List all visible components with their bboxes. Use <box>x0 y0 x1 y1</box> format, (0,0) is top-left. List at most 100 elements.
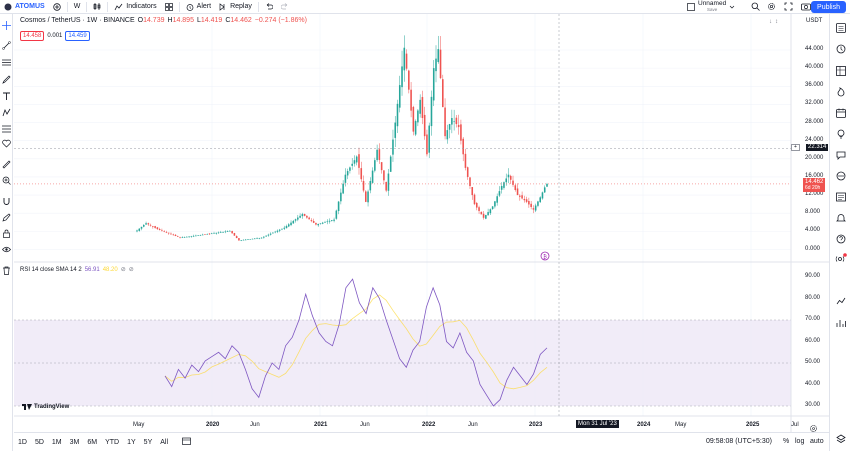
candle-body[interactable] <box>335 210 338 219</box>
strategy-tester-button[interactable] <box>834 316 847 329</box>
candle-body[interactable] <box>473 194 476 205</box>
candle-body[interactable] <box>385 182 387 191</box>
hotlists-button[interactable] <box>834 85 847 98</box>
candle-body[interactable] <box>428 125 431 153</box>
candle-body[interactable] <box>201 234 204 236</box>
candle-body[interactable] <box>405 53 408 69</box>
candle-body[interactable] <box>328 220 331 222</box>
candle-body[interactable] <box>197 235 199 236</box>
candle-body[interactable] <box>176 236 179 237</box>
candle-body[interactable] <box>532 208 535 210</box>
candle-body[interactable] <box>498 191 501 196</box>
candle-body[interactable] <box>489 209 492 214</box>
candle-body[interactable] <box>530 203 532 208</box>
candle-body[interactable] <box>371 170 374 183</box>
candle-body[interactable] <box>297 217 299 220</box>
layout-menu[interactable]: Unnamed Save <box>687 0 735 13</box>
rsi-settings-icon[interactable]: ⊘ <box>128 267 134 273</box>
candle-body[interactable] <box>156 227 159 230</box>
candle-body[interactable] <box>374 160 376 171</box>
layouts-button[interactable] <box>161 0 177 14</box>
candle-body[interactable] <box>358 154 360 168</box>
time-axis-settings[interactable] <box>809 420 818 438</box>
currency-label[interactable]: USDT <box>806 18 823 24</box>
candle-body[interactable] <box>333 219 335 221</box>
panels-button[interactable] <box>834 432 847 445</box>
candle-body[interactable] <box>235 236 238 239</box>
candle-body[interactable] <box>437 49 440 63</box>
candle-body[interactable] <box>525 199 528 202</box>
candle-body[interactable] <box>310 220 313 222</box>
candle-body[interactable] <box>319 223 322 224</box>
candle-body[interactable] <box>210 233 213 235</box>
candle-body[interactable] <box>208 233 211 235</box>
timeframe-button[interactable]: 1M <box>51 438 62 446</box>
candle-body[interactable] <box>539 197 541 203</box>
candle-body[interactable] <box>378 149 381 160</box>
candle-body[interactable] <box>165 232 168 233</box>
candle-body[interactable] <box>215 232 218 234</box>
candle-body[interactable] <box>426 134 428 155</box>
candle-body[interactable] <box>423 114 426 137</box>
candle-body[interactable] <box>265 235 267 237</box>
candle-body[interactable] <box>240 240 242 241</box>
candle-body[interactable] <box>355 156 358 163</box>
candle-body[interactable] <box>154 226 156 228</box>
chart-type-button[interactable] <box>89 0 105 14</box>
trend-line-tool[interactable] <box>1 40 12 51</box>
candle-body[interactable] <box>482 213 485 218</box>
candle-body[interactable] <box>260 237 263 239</box>
candle-body[interactable] <box>408 70 410 90</box>
forecast-tool[interactable] <box>1 123 12 134</box>
candle-body[interactable] <box>546 183 548 187</box>
candle-body[interactable] <box>394 122 397 138</box>
candle-body[interactable] <box>442 79 444 108</box>
candle-body[interactable] <box>487 212 489 216</box>
auto-toggle[interactable]: auto <box>810 438 824 445</box>
candle-body[interactable] <box>396 103 399 127</box>
candle-body[interactable] <box>521 195 523 199</box>
candle-body[interactable] <box>179 237 181 238</box>
candle-body[interactable] <box>217 232 220 234</box>
dividend-marker[interactable] <box>540 251 550 261</box>
candle-body[interactable] <box>401 66 403 88</box>
candle-body[interactable] <box>213 233 215 234</box>
ruler-tool[interactable] <box>1 159 12 170</box>
candle-body[interactable] <box>453 121 455 122</box>
timeframe-button[interactable]: 5D <box>34 438 44 446</box>
candle-body[interactable] <box>147 223 150 225</box>
replay-button[interactable]: Replay <box>215 0 256 14</box>
candle-body[interactable] <box>303 213 306 216</box>
settings-button[interactable] <box>767 2 776 13</box>
candle-body[interactable] <box>480 211 483 215</box>
candle-body[interactable] <box>195 235 197 237</box>
snapshot-button[interactable] <box>801 2 811 13</box>
candle-body[interactable] <box>181 237 184 239</box>
candle-body[interactable] <box>233 233 236 236</box>
candle-body[interactable] <box>283 227 286 229</box>
chart-canvas[interactable]: ₿ <box>14 14 829 432</box>
candle-body[interactable] <box>491 206 494 209</box>
candle-body[interactable] <box>244 239 247 241</box>
arrow-up-icon[interactable]: ↕ <box>775 19 778 25</box>
interval-button[interactable]: W <box>70 0 85 14</box>
date-range-button[interactable] <box>178 437 195 447</box>
candle-body[interactable] <box>519 195 521 197</box>
timeframe-button[interactable]: 5Y <box>143 438 153 446</box>
candle-body[interactable] <box>152 226 154 227</box>
timeframe-button[interactable]: All <box>160 438 169 446</box>
icon-tool[interactable] <box>1 138 12 149</box>
candle-body[interactable] <box>253 238 256 240</box>
alert-button[interactable]: Alert <box>182 0 215 14</box>
magnet-tool[interactable] <box>1 196 12 207</box>
candle-body[interactable] <box>276 230 279 232</box>
candle-body[interactable] <box>543 187 546 193</box>
candle-body[interactable] <box>321 222 324 224</box>
candle-body[interactable] <box>360 168 363 180</box>
candle-body[interactable] <box>199 234 202 236</box>
candle-body[interactable] <box>509 175 512 180</box>
compare-button[interactable] <box>49 0 65 14</box>
candle-body[interactable] <box>242 239 245 241</box>
candle-body[interactable] <box>534 205 537 211</box>
candle-body[interactable] <box>469 177 471 187</box>
